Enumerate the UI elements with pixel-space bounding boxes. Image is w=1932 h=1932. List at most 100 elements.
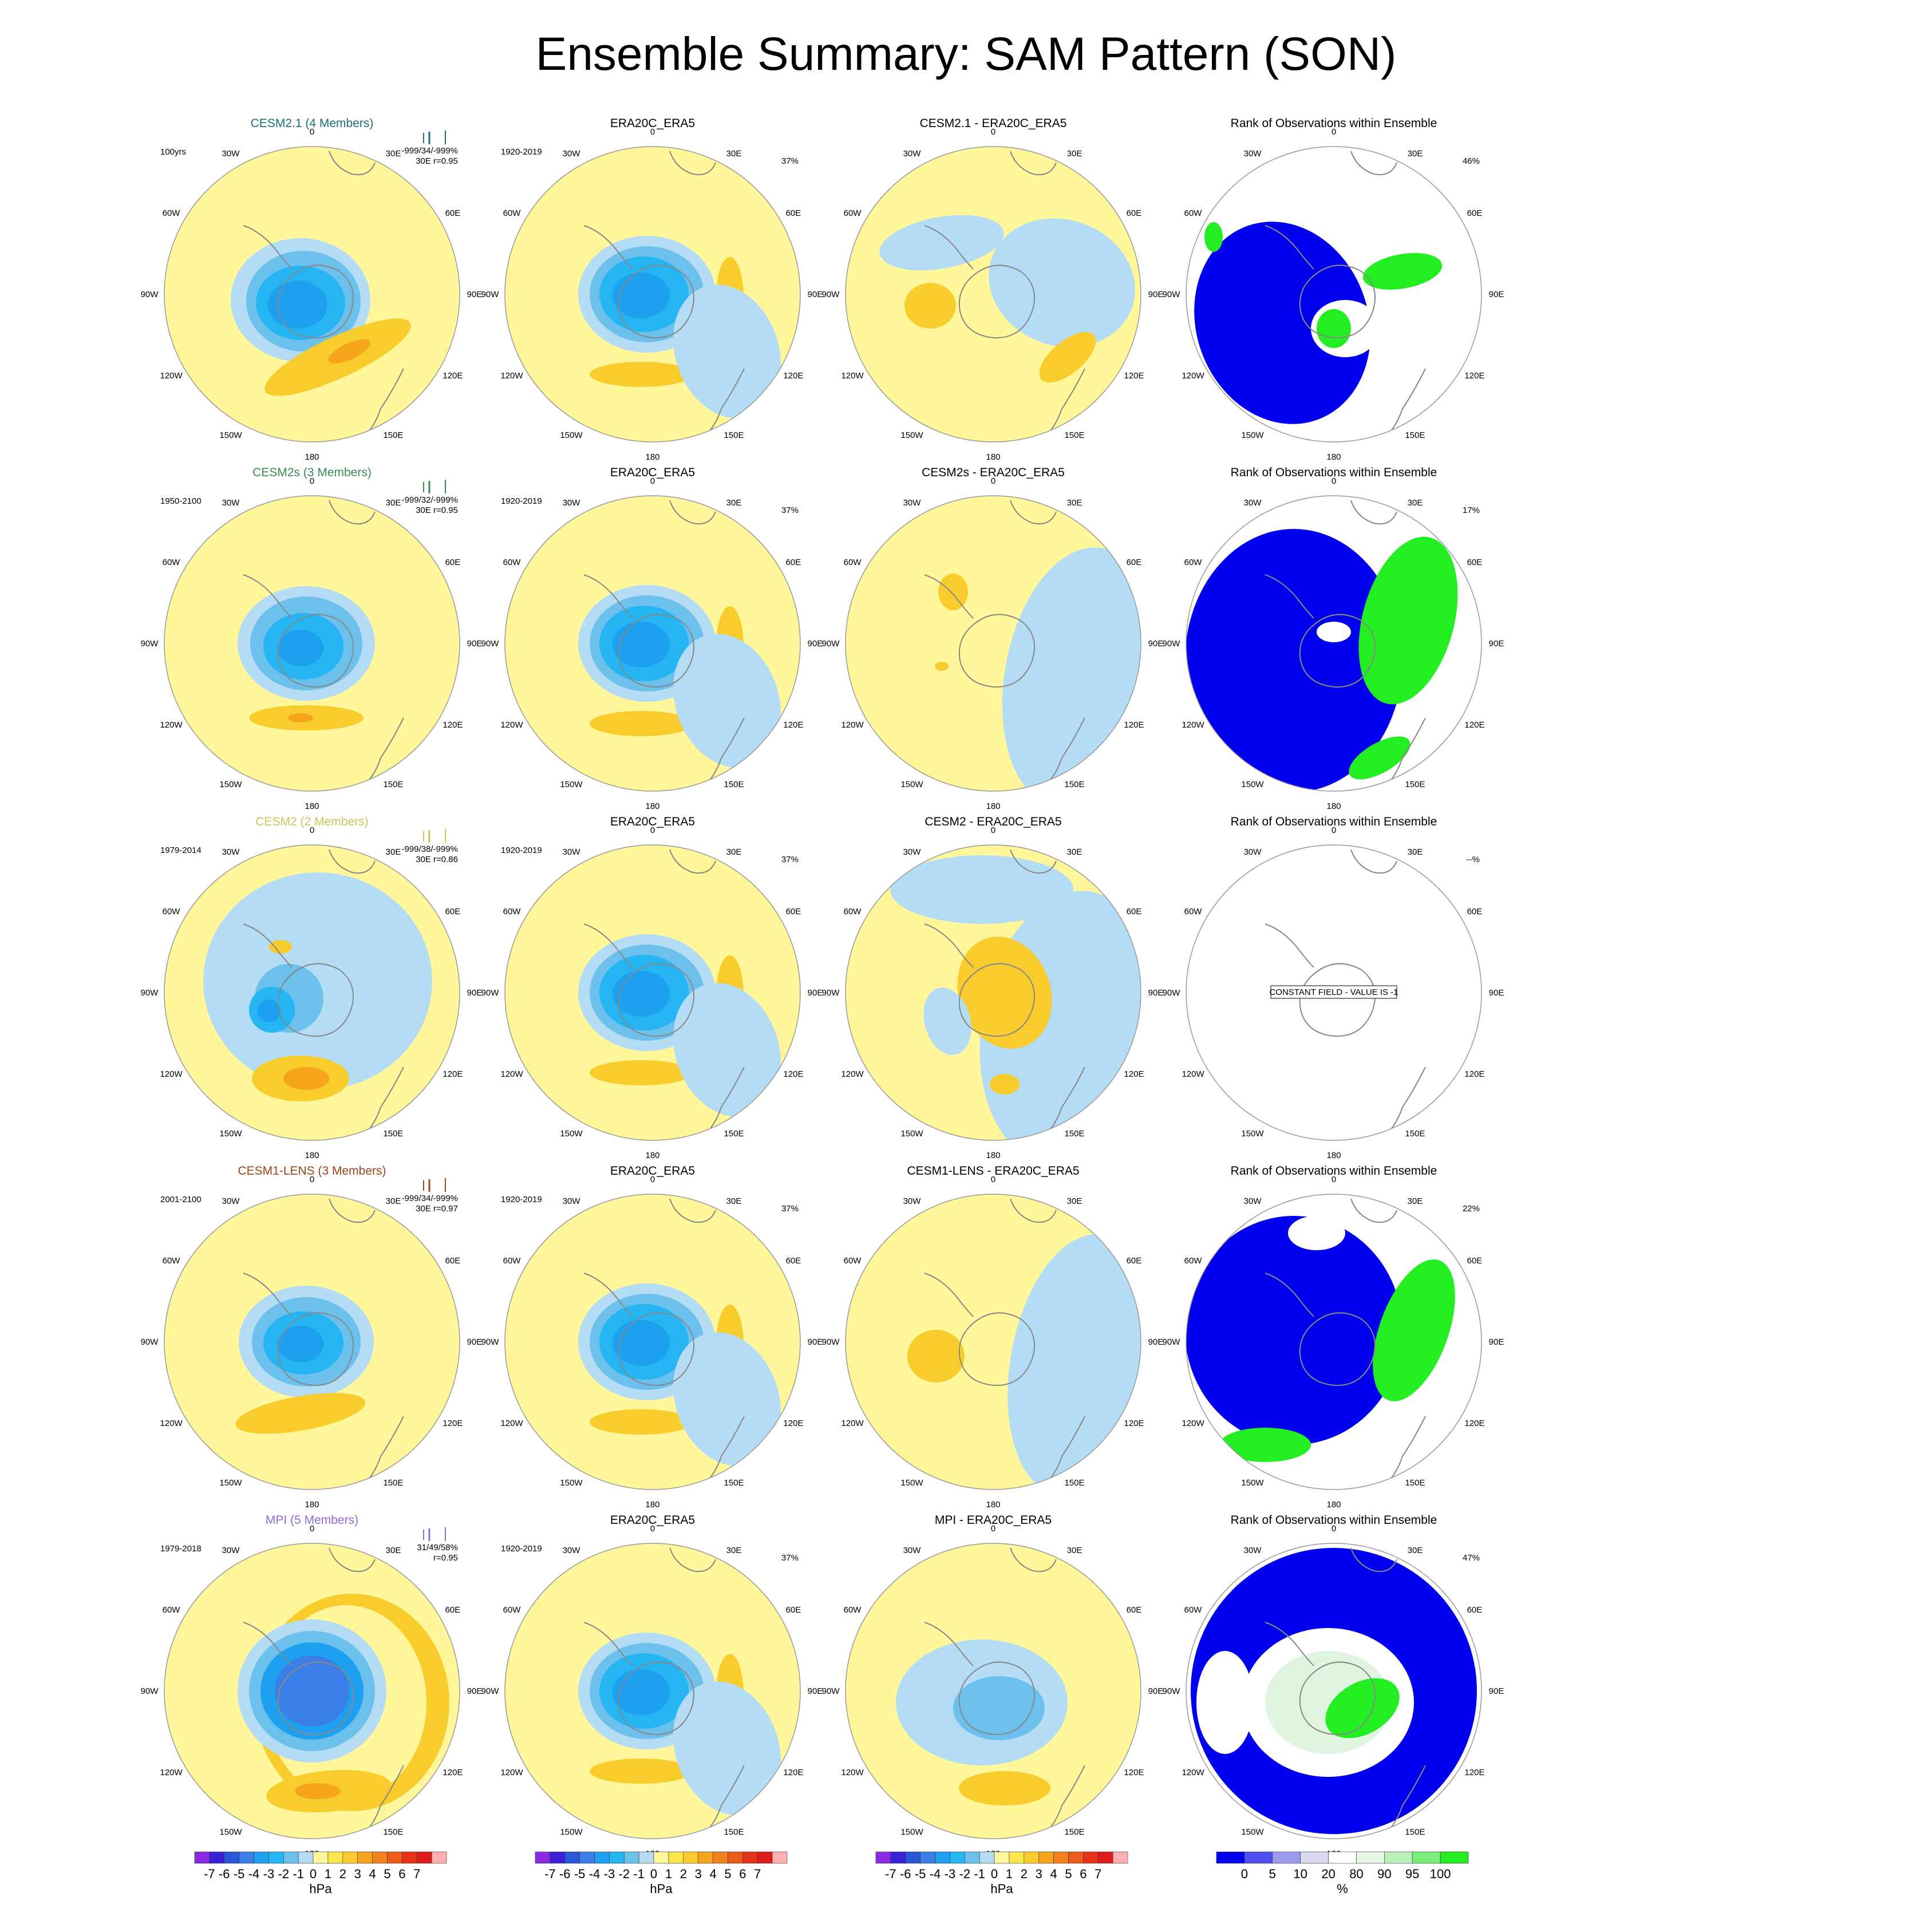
period-label: 100yrs xyxy=(160,147,186,157)
antarctica-coastline xyxy=(277,614,354,688)
lon-label: 30E xyxy=(726,149,742,159)
stats-line-2: r=0.95 xyxy=(433,1553,458,1563)
lon-label: 120W xyxy=(500,720,523,730)
map-panel-rank: 030E60E90E120E150E180150W120W90W60W30WRa… xyxy=(1163,1514,1504,1859)
lon-label: 60W xyxy=(163,208,181,218)
ensemble-boxplot-glyph xyxy=(423,1527,446,1541)
colorbar-tick-label: 10 xyxy=(1293,1867,1307,1881)
south-america-coastline xyxy=(243,225,293,270)
contour-region xyxy=(275,1656,349,1726)
lon-label: 150W xyxy=(1241,1478,1264,1488)
map-border xyxy=(845,1194,1141,1490)
colorbar-swatch xyxy=(1244,1851,1273,1864)
colorbar-tick-label: 7 xyxy=(413,1867,420,1881)
map-border xyxy=(164,844,460,1141)
colorbar-swatch xyxy=(742,1851,758,1864)
lon-label: 30W xyxy=(903,1196,922,1206)
rank-region xyxy=(1349,736,1411,780)
colorbar-tick-label: 5 xyxy=(384,1867,390,1881)
lon-label: 120E xyxy=(783,1069,803,1079)
lon-label: 90W xyxy=(1163,290,1181,299)
south-america-coastline xyxy=(1265,225,1314,270)
lon-label: 60W xyxy=(1184,907,1203,916)
lon-label: 90W xyxy=(481,1686,500,1696)
africa-coastline xyxy=(1350,849,1397,874)
lon-label: 150E xyxy=(1064,780,1084,789)
lon-label: 150W xyxy=(219,430,242,440)
south-america-coastline xyxy=(1265,1622,1314,1666)
map-border xyxy=(164,146,460,442)
map-field xyxy=(231,151,411,438)
lon-label: 90E xyxy=(808,290,823,299)
lon-label: 0 xyxy=(991,476,995,486)
lon-label: 30E xyxy=(1067,1196,1082,1206)
lon-label: 120E xyxy=(1464,1768,1484,1777)
colorbar-tick-label: 0 xyxy=(310,1867,317,1881)
lon-label: 30E xyxy=(726,498,742,508)
period-label: 1920-2019 xyxy=(501,496,542,506)
lon-label: 120E xyxy=(442,1768,463,1777)
contour-region xyxy=(673,983,781,1117)
lon-label: 90W xyxy=(141,290,159,299)
lon-label: 60E xyxy=(1127,1256,1142,1266)
constant-field-box xyxy=(1270,985,1397,999)
contour-region xyxy=(590,1060,693,1085)
lon-label: 180 xyxy=(1326,452,1341,462)
colorbar-swatch xyxy=(713,1851,728,1864)
south-america-coastline xyxy=(1265,574,1314,619)
south-america-coastline xyxy=(1265,923,1314,968)
map-panel-obs: 0 30E 60E 90E 120E 150E 180 150W 120W 90W 60W 30W ER… xyxy=(481,117,823,462)
lon-label: 30E xyxy=(1067,149,1082,159)
antarctica-coastline xyxy=(1299,1312,1376,1386)
lon-label: 90W xyxy=(822,290,840,299)
period-label: 1950-2100 xyxy=(160,496,202,506)
africa-coastline xyxy=(329,1547,376,1572)
colorbar-swatch xyxy=(1009,1851,1025,1864)
contour-region xyxy=(235,1393,366,1434)
africa-coastline xyxy=(1010,500,1057,524)
lon-label: 180 xyxy=(645,1151,659,1160)
lon-label: 0 xyxy=(1332,825,1336,835)
antarctica-coastline xyxy=(958,1661,1036,1736)
map-field xyxy=(1194,151,1443,438)
lon-label: 180 xyxy=(305,801,319,811)
south-america-coastline xyxy=(243,1273,293,1317)
africa-coastline xyxy=(1350,151,1397,175)
contour-region xyxy=(673,1332,781,1466)
colorbar-swatch xyxy=(609,1851,625,1864)
map-panel-obs: 0 30E 60E 90E 120E 150E 180 150W 120W 90W 60W 30W ER… xyxy=(481,466,823,811)
south-america-coastline xyxy=(583,574,633,619)
lon-label: 180 xyxy=(1326,801,1341,811)
lon-label: 120W xyxy=(500,1419,523,1428)
map-field xyxy=(896,1547,1085,1835)
colorbar-tick-label: -5 xyxy=(915,1867,926,1881)
lon-label: 0 xyxy=(650,1524,655,1534)
lon-label: 90W xyxy=(481,988,500,998)
lon-label: 30E xyxy=(1067,1546,1082,1555)
colorbar-tick-label: -3 xyxy=(945,1867,956,1881)
lon-label: 120W xyxy=(841,1768,864,1777)
lon-label: 120E xyxy=(442,1069,463,1079)
map-border xyxy=(504,495,801,792)
colorbar-swatch xyxy=(668,1851,684,1864)
period-label: 1979-2018 xyxy=(160,1544,202,1554)
lon-label: 120E xyxy=(442,1419,463,1428)
lon-label: 150E xyxy=(1405,780,1425,789)
lon-label: 0 xyxy=(991,1175,995,1184)
south-america-coastline xyxy=(924,225,974,270)
colorbar-tick-label: 4 xyxy=(1050,1867,1057,1881)
lon-label: 90W xyxy=(141,639,159,649)
south-america-coastline xyxy=(583,923,633,968)
lon-label: 150W xyxy=(560,1478,583,1488)
contour-region xyxy=(673,1681,781,1815)
percent-label: 37% xyxy=(781,505,799,515)
lon-label: 90E xyxy=(467,988,483,998)
lon-label: 150E xyxy=(724,1478,744,1488)
colorbar-tick-label: -4 xyxy=(589,1867,600,1881)
lon-label: 120E xyxy=(442,371,463,381)
lon-label: 0 xyxy=(310,825,314,835)
lon-label: 150W xyxy=(219,1827,242,1837)
lon-label: 150W xyxy=(560,430,583,440)
colorbar-swatch xyxy=(1300,1851,1329,1864)
colorbar-tick-label: 100 xyxy=(1430,1867,1451,1881)
